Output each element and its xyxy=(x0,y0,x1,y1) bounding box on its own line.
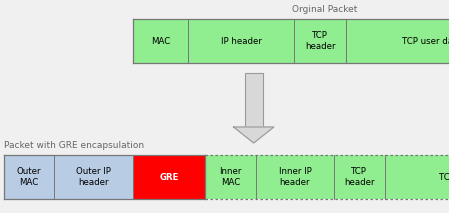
Text: Outer IP
header: Outer IP header xyxy=(76,167,111,187)
Bar xyxy=(205,155,256,199)
Text: TCP
header: TCP header xyxy=(344,167,374,187)
Text: MAC: MAC xyxy=(151,36,170,46)
Text: TCP user data: TCP user data xyxy=(439,173,449,181)
Bar xyxy=(256,155,334,199)
Text: IP header: IP header xyxy=(220,36,262,46)
Bar xyxy=(133,155,205,199)
Text: Inner
MAC: Inner MAC xyxy=(220,167,242,187)
Polygon shape xyxy=(233,127,274,143)
Bar xyxy=(385,155,449,199)
Text: TCP
header: TCP header xyxy=(305,31,335,51)
Bar xyxy=(334,155,385,199)
Text: GRE: GRE xyxy=(159,173,179,181)
Bar xyxy=(133,19,188,63)
Text: Inner IP
header: Inner IP header xyxy=(278,167,311,187)
Text: Orginal Packet: Orginal Packet xyxy=(292,5,358,14)
Bar xyxy=(294,19,346,63)
Bar xyxy=(245,73,263,127)
Text: Outer
MAC: Outer MAC xyxy=(17,167,41,187)
Bar xyxy=(346,19,449,63)
Text: TCP user data: TCP user data xyxy=(402,36,449,46)
Bar xyxy=(4,155,54,199)
Text: Packet with GRE encapsulation: Packet with GRE encapsulation xyxy=(4,141,144,150)
Bar xyxy=(54,155,133,199)
Bar xyxy=(188,19,294,63)
